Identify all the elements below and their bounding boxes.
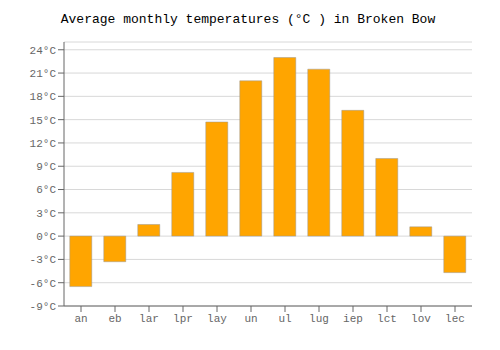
svg-text:-3°C: -3°C	[30, 254, 57, 266]
svg-text:ul: ul	[278, 313, 291, 325]
svg-text:15°C: 15°C	[30, 115, 57, 127]
svg-text:lug: lug	[309, 313, 329, 325]
svg-text:18°C: 18°C	[30, 91, 57, 103]
svg-text:21°C: 21°C	[30, 68, 57, 80]
svg-text:-6°C: -6°C	[30, 278, 57, 290]
svg-text:lar: lar	[139, 313, 159, 325]
svg-text:6°C: 6°C	[36, 184, 56, 196]
svg-text:lpr: lpr	[173, 313, 193, 325]
svg-text:iep: iep	[343, 313, 363, 325]
html-text:Average monthly temperatures (: Average monthly temperatures (°C ) in Br…	[60, 12, 436, 27]
svg-text:24°C: 24°C	[30, 45, 57, 57]
svg-text:3°C: 3°C	[36, 208, 56, 220]
svg-text:lay: lay	[207, 313, 227, 325]
svg-text:lov: lov	[411, 313, 431, 325]
svg-text:lec: lec	[445, 313, 465, 325]
svg-text:9°C: 9°C	[36, 161, 56, 173]
svg-text:un: un	[244, 313, 257, 325]
svg-text:an: an	[74, 313, 87, 325]
svg-text:lct: lct	[377, 313, 397, 325]
svg-text:12°C: 12°C	[30, 138, 57, 150]
svg-text:0°C: 0°C	[36, 231, 56, 243]
svg-text:-9°C: -9°C	[30, 301, 57, 313]
svg-text:eb: eb	[108, 313, 121, 325]
